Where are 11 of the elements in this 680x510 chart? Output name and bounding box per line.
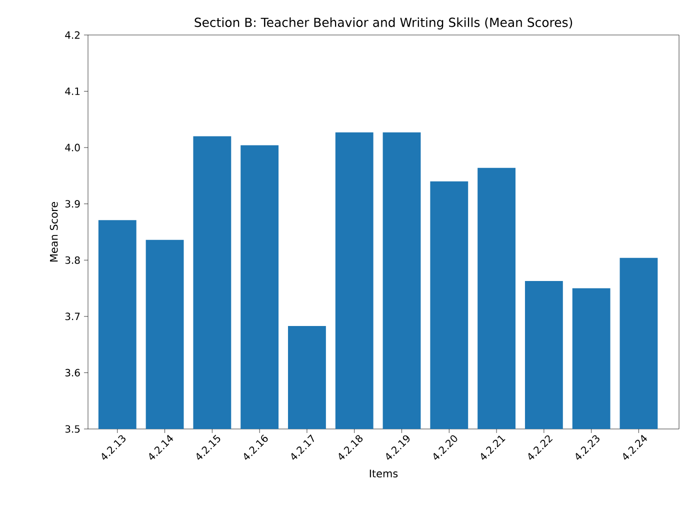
y-tick-label: 3.7: [65, 312, 80, 320]
x-axis-title: Items: [370, 470, 398, 478]
y-tick-label: 3.8: [65, 256, 80, 264]
y-tick-label: 3.6: [65, 368, 80, 376]
chart-title: Section B: Teacher Behavior and Writing Skills (Mean Scores): [194, 17, 572, 30]
y-tick-label: 3.5: [65, 425, 80, 433]
y-tick-label: 4.2: [65, 31, 80, 39]
y-tick-label: 4.0: [65, 144, 80, 152]
y-axis-title: Mean Score: [50, 202, 58, 262]
y-tick-label: 4.1: [65, 88, 80, 95]
y-tick-label: 3.9: [65, 200, 80, 208]
